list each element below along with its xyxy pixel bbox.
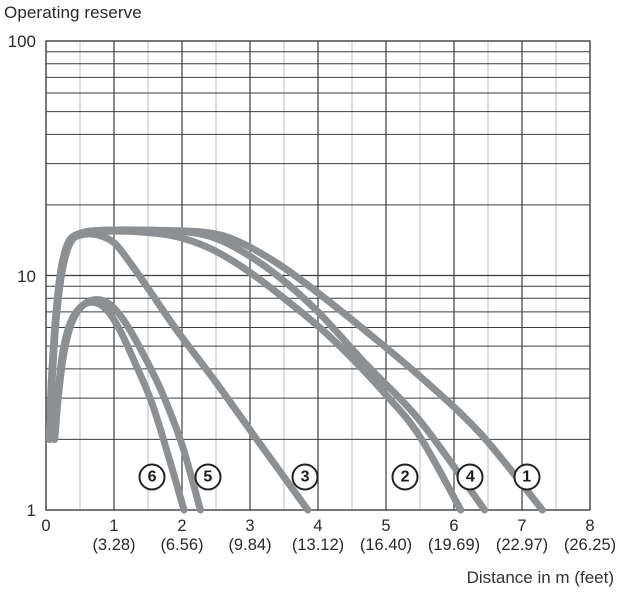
x-tick-label-2: 2 (6.56) [160,517,204,554]
curve-label-4: 4 [456,463,484,491]
curve-4 [45,226,489,514]
x-tick-label-1: 1 (3.28) [92,517,136,554]
chart-title: Operating reserve [4,3,142,22]
x-tick-label-8: 8 (26.25) [563,517,617,554]
x-tick-label-3: 3 (9.84) [228,517,272,554]
x-tick-label-5: 5 (16.40) [359,517,413,554]
curve-label-6: 6 [138,463,166,491]
curve-label-2: 2 [391,463,419,491]
x-tick-label-4: 4 (13.12) [291,517,345,554]
y-tick-label-1: 1 [26,501,36,520]
x-axis-title: Distance in m (feet) [466,568,614,587]
curve-label-1: 1 [513,463,541,491]
y-tick-label-10: 10 [17,266,36,286]
x-tick-label-7: 7 (22.97) [495,517,549,554]
curve-6 [50,298,188,514]
x-tick-label-6: 6 (19.69) [427,517,481,554]
curve-label-3: 3 [291,463,319,491]
x-tick-label-0: 0 [41,517,51,535]
curve-label-5: 5 [194,463,222,491]
plot-border [45,40,591,511]
y-tick-label-100: 100 [7,32,36,51]
